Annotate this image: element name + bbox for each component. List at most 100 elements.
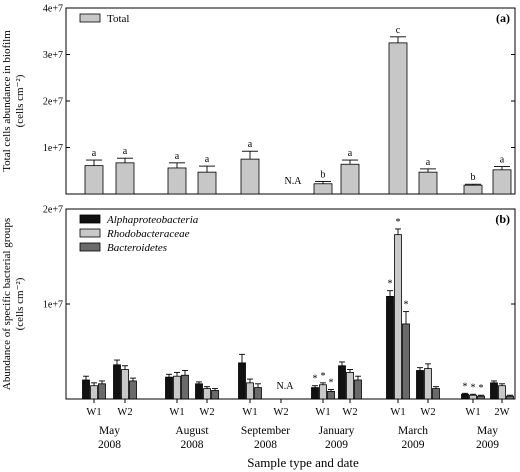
legend-label: Bacteroidetes [107, 242, 167, 254]
x-group-month: September [241, 425, 290, 437]
significance-marker: * [313, 374, 318, 385]
x-group-month: May [99, 425, 120, 437]
bar [129, 380, 137, 400]
bar [463, 184, 483, 195]
bar [490, 382, 498, 400]
bar [313, 183, 333, 195]
bar [340, 163, 360, 195]
x-tick-label: W2 [273, 407, 288, 418]
bar [254, 387, 262, 400]
legend-label: Total [107, 13, 129, 25]
bar [238, 362, 246, 400]
significance-marker: * [479, 383, 484, 394]
bar [195, 383, 203, 400]
x-group-year: 2009 [476, 439, 499, 451]
x-tick-label: W1 [242, 407, 257, 418]
bar [167, 167, 187, 195]
legend-swatch [79, 13, 101, 23]
x-axis-labels: W1 W2 W1 W2 W1 W2 W1 W2 W1 W2 W1 2W May 2008 August 200… [86, 399, 510, 451]
y-axis-title: (cells cm⁻²) [14, 74, 26, 127]
significance-letter: b [471, 172, 476, 183]
bar [418, 171, 438, 195]
bar [181, 374, 189, 400]
x-axis-title: Sample type and date [247, 455, 359, 470]
significance-marker: * [388, 279, 393, 290]
x-group-year: 2009 [325, 439, 348, 451]
x-group-month: January [319, 425, 355, 437]
x-tick-label: W1 [86, 407, 101, 418]
x-tick-label: W1 [315, 407, 330, 418]
bar [477, 395, 485, 400]
significance-letter: a [123, 146, 128, 157]
bar [402, 323, 410, 400]
bar [173, 375, 181, 400]
significance-letter: b [321, 169, 326, 180]
bar [246, 382, 254, 400]
significance-marker: * [404, 300, 409, 311]
y-tick-label: 1e+7 [43, 300, 63, 311]
y-tick-label: 3e+7 [43, 50, 63, 61]
x-group-month: March [398, 425, 428, 437]
legend-swatch [79, 214, 101, 224]
panel-a-total-cells: 1e+7 2e+7 3e+7 4e+7 Total cells abundance in… [1, 4, 516, 195]
significance-letter: a [500, 155, 505, 166]
x-tick-label: W2 [117, 407, 132, 418]
significance-marker: * [329, 378, 334, 389]
y-axis-title: Total cells abundance in biofilm [1, 30, 13, 172]
significance-letter: a [92, 148, 97, 159]
significance-letter: a [205, 154, 210, 165]
bar [197, 171, 217, 195]
x-tick-label: W2 [342, 407, 357, 418]
significance-marker: * [396, 217, 401, 228]
bar [240, 158, 260, 195]
bar [165, 376, 173, 400]
x-tick-label: W1 [465, 407, 480, 418]
panel-label: (b) [495, 212, 510, 226]
x-tick-label: 2W [494, 407, 509, 418]
bar [338, 365, 346, 400]
bar [498, 385, 506, 400]
significance-marker: * [471, 382, 476, 393]
y-axis-title: (cells cm⁻²) [14, 277, 26, 330]
y-tick-label: 2e+7 [43, 205, 63, 216]
x-group-year: 2008 [254, 439, 277, 451]
significance-letter: a [248, 139, 253, 150]
significance-letter: c [396, 25, 401, 36]
x-tick-label: W1 [169, 407, 184, 418]
bar [319, 384, 327, 400]
x-group-year: 2009 [402, 439, 425, 451]
legend-swatch [79, 242, 101, 252]
y-tick-label: 4e+7 [43, 4, 63, 15]
not-available-label: N.A [285, 176, 303, 187]
significance-letter: a [175, 151, 180, 162]
panel-label: (a) [496, 11, 510, 25]
bar [90, 385, 98, 400]
bar [211, 390, 219, 400]
significance-marker: * [463, 381, 468, 392]
bar [203, 388, 211, 400]
bar [469, 394, 477, 400]
x-group-year: 2008 [181, 439, 204, 451]
bar [394, 234, 402, 400]
bar [354, 379, 362, 400]
bar [461, 393, 469, 400]
significance-letter: a [348, 148, 353, 159]
y-tick-label: 2e+7 [43, 97, 63, 108]
x-group-month: May [477, 425, 498, 437]
x-tick-label: W2 [199, 407, 214, 418]
bar [386, 295, 394, 400]
x-tick-label: W1 [390, 407, 405, 418]
bar [113, 364, 121, 400]
bar [416, 370, 424, 400]
bar [311, 387, 319, 400]
panel-b-bacterial-groups: 1e+7 2e+7 Abundance of specific bacterial … [1, 205, 516, 400]
bar [115, 162, 135, 195]
x-group-month: August [175, 425, 209, 437]
bar [506, 395, 514, 400]
bar [327, 390, 335, 400]
not-available-label: N.A [277, 381, 295, 392]
bar [82, 379, 90, 400]
bar [121, 369, 129, 400]
bar [432, 388, 440, 400]
